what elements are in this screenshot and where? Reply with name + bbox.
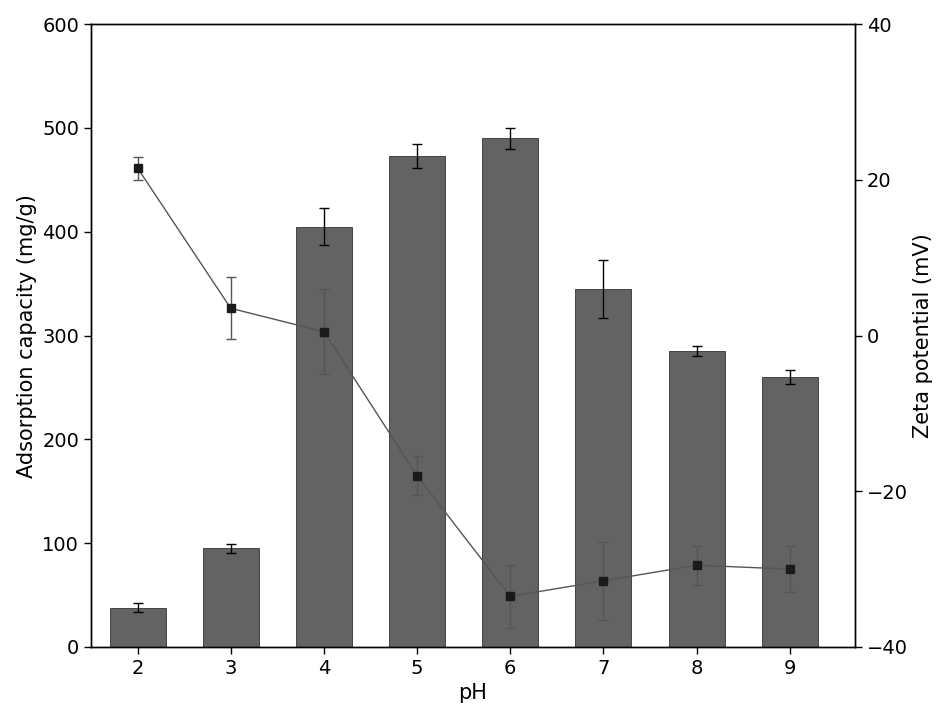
Bar <box>109 608 165 647</box>
Bar <box>762 377 818 647</box>
Bar <box>202 549 258 647</box>
Bar <box>296 227 352 647</box>
Y-axis label: Zeta potential (mV): Zeta potential (mV) <box>913 233 933 438</box>
Bar <box>669 351 725 647</box>
Bar <box>576 289 632 647</box>
Y-axis label: Adsorption capacity (mg/g): Adsorption capacity (mg/g) <box>17 194 37 477</box>
X-axis label: pH: pH <box>459 683 487 703</box>
Bar <box>390 156 445 647</box>
Bar <box>483 138 539 647</box>
